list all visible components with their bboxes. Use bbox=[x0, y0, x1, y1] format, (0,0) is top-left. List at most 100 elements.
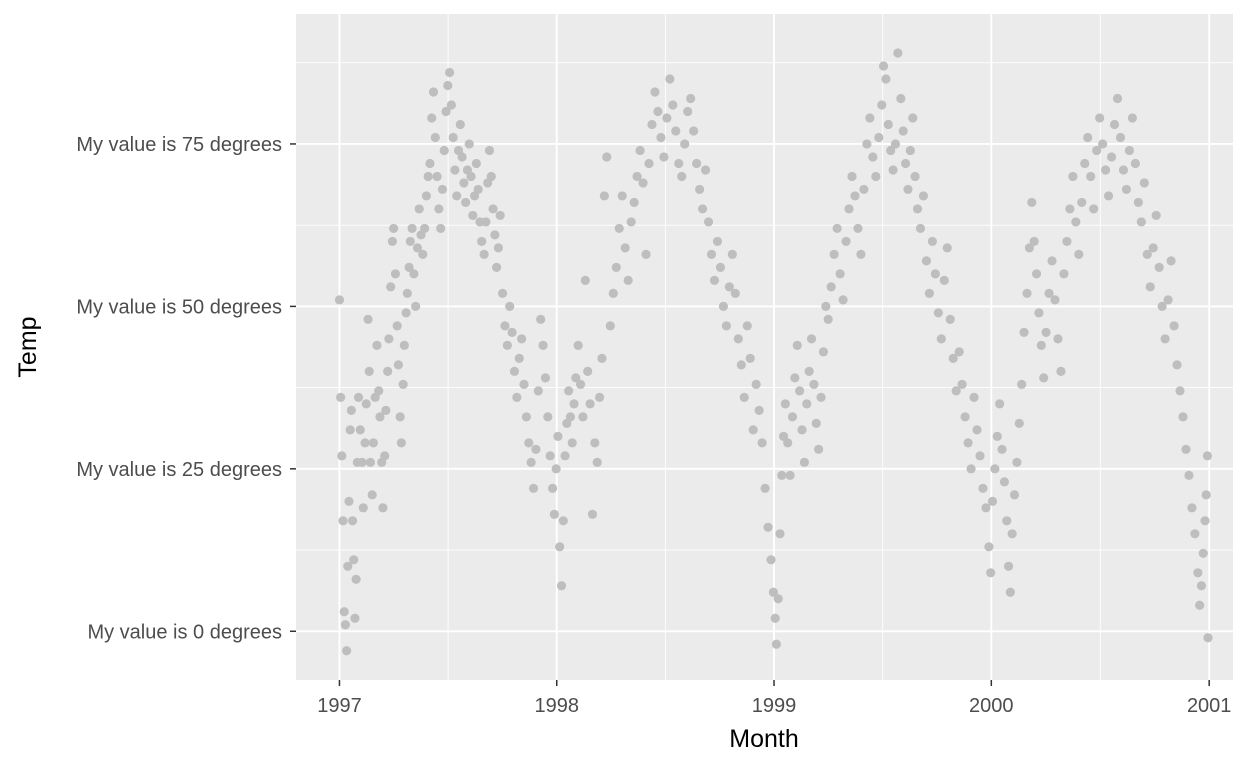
data-point bbox=[978, 483, 988, 493]
data-point bbox=[590, 438, 600, 448]
data-point bbox=[1193, 568, 1203, 578]
data-point bbox=[990, 464, 1000, 474]
data-point bbox=[1101, 165, 1111, 175]
data-point bbox=[1031, 269, 1042, 279]
data-point bbox=[547, 483, 558, 493]
data-point bbox=[368, 438, 378, 448]
y-tick-label: My value is 25 degrees bbox=[76, 459, 282, 481]
data-point bbox=[507, 327, 517, 337]
data-point bbox=[418, 249, 428, 260]
data-point bbox=[585, 399, 595, 409]
x-axis: 1997 1998 1999 2000 2001 bbox=[317, 680, 1231, 717]
data-point bbox=[632, 171, 642, 182]
data-point bbox=[874, 132, 884, 143]
data-point bbox=[647, 119, 657, 130]
data-point bbox=[1092, 145, 1102, 156]
grid-lines bbox=[296, 14, 1233, 680]
data-point bbox=[823, 314, 833, 324]
data-point bbox=[981, 503, 991, 513]
data-point bbox=[862, 139, 872, 149]
data-point bbox=[526, 457, 536, 467]
data-point bbox=[742, 321, 752, 331]
data-point bbox=[748, 425, 758, 435]
data-point bbox=[1190, 529, 1200, 539]
data-point bbox=[350, 613, 360, 623]
data-point bbox=[804, 366, 814, 376]
data-point bbox=[459, 178, 469, 188]
data-point bbox=[948, 353, 958, 363]
data-point bbox=[450, 165, 460, 175]
data-point bbox=[865, 113, 875, 123]
data-point bbox=[927, 236, 937, 247]
data-point bbox=[945, 314, 955, 324]
data-point bbox=[802, 399, 812, 409]
data-point bbox=[942, 243, 952, 253]
data-point bbox=[1019, 327, 1029, 337]
data-point bbox=[799, 457, 809, 467]
data-point bbox=[706, 249, 717, 260]
data-point bbox=[347, 516, 358, 526]
data-point bbox=[730, 288, 740, 298]
data-point bbox=[509, 366, 520, 376]
data-point bbox=[1184, 470, 1194, 480]
data-point bbox=[777, 470, 787, 480]
data-point bbox=[517, 334, 527, 344]
data-point bbox=[338, 516, 348, 526]
data-point bbox=[484, 145, 495, 156]
data-point bbox=[587, 509, 598, 519]
data-point bbox=[386, 282, 396, 292]
data-point bbox=[389, 223, 399, 234]
data-point bbox=[662, 113, 672, 123]
data-point bbox=[1086, 171, 1096, 182]
y-axis: My value is 0 degrees My value is 25 degr… bbox=[76, 134, 296, 643]
data-point bbox=[477, 236, 487, 247]
data-point bbox=[878, 61, 889, 71]
data-point bbox=[1187, 503, 1197, 513]
y-tick-label: My value is 50 degrees bbox=[76, 296, 282, 318]
data-point bbox=[689, 126, 699, 136]
data-point bbox=[739, 392, 749, 402]
data-point bbox=[409, 269, 419, 279]
data-point bbox=[936, 334, 946, 344]
data-point bbox=[832, 223, 842, 234]
data-point bbox=[464, 139, 474, 149]
data-point bbox=[1201, 490, 1211, 500]
data-point bbox=[680, 139, 690, 149]
data-point bbox=[821, 301, 831, 311]
data-point bbox=[580, 275, 590, 285]
data-point bbox=[773, 594, 783, 604]
data-point bbox=[1017, 379, 1027, 389]
data-point bbox=[375, 412, 385, 422]
data-point bbox=[367, 490, 377, 500]
data-point bbox=[1036, 340, 1046, 350]
data-point bbox=[372, 340, 382, 350]
data-point bbox=[792, 340, 802, 350]
data-point bbox=[421, 191, 431, 201]
data-point bbox=[533, 386, 543, 396]
data-point bbox=[1002, 516, 1012, 526]
data-point bbox=[444, 67, 455, 78]
data-point bbox=[381, 405, 391, 415]
data-point bbox=[957, 379, 967, 389]
data-point bbox=[1080, 158, 1090, 169]
data-point bbox=[514, 353, 524, 363]
data-point bbox=[700, 165, 711, 175]
data-point bbox=[407, 223, 417, 234]
data-point bbox=[378, 503, 388, 513]
data-point bbox=[1136, 217, 1146, 227]
y-tick-label: My value is 0 degrees bbox=[87, 621, 282, 643]
data-point bbox=[671, 126, 681, 136]
data-point bbox=[644, 158, 654, 169]
data-point bbox=[888, 165, 898, 175]
data-point bbox=[859, 184, 869, 195]
data-point bbox=[336, 392, 346, 402]
data-point bbox=[380, 451, 390, 461]
data-point bbox=[629, 197, 639, 208]
data-point bbox=[492, 262, 502, 273]
data-point bbox=[881, 74, 891, 84]
data-point bbox=[428, 87, 439, 97]
data-point bbox=[357, 457, 367, 467]
data-point bbox=[736, 360, 746, 370]
data-point bbox=[1012, 457, 1022, 467]
data-point bbox=[785, 470, 795, 480]
